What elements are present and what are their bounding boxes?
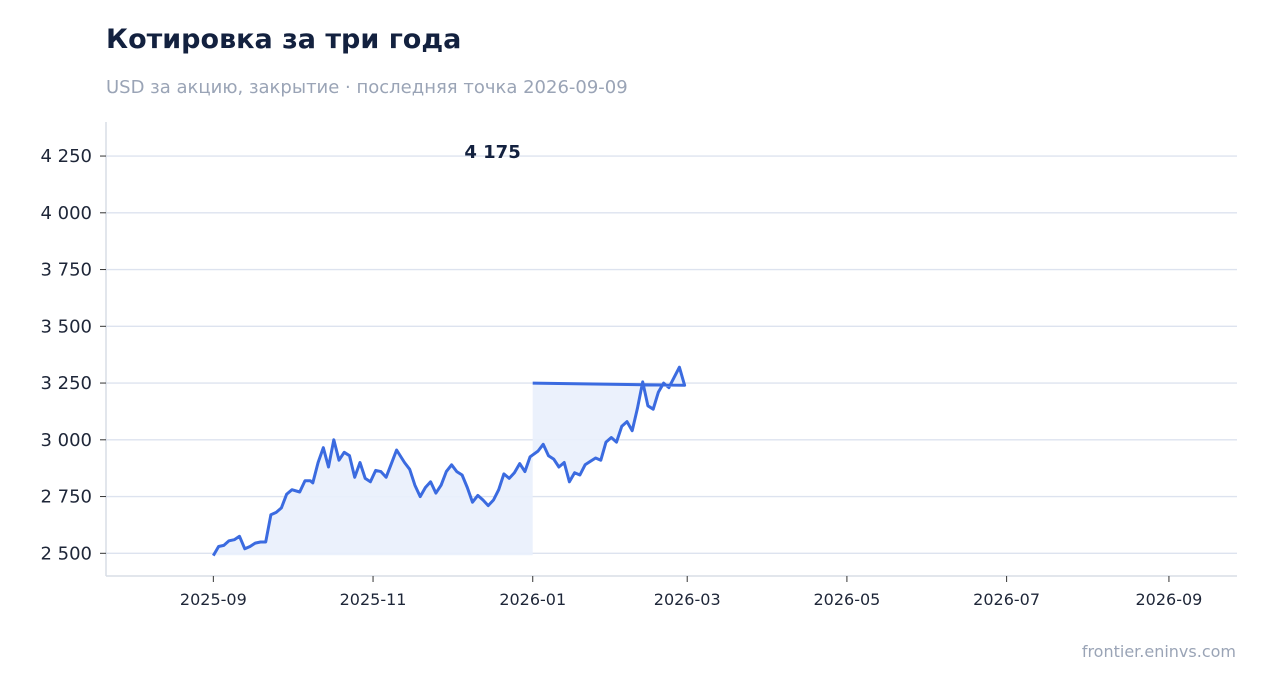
grid-lines bbox=[106, 155, 1237, 554]
page-subtitle: USD за акцию, закрытие · последняя точка… bbox=[106, 77, 628, 98]
y-tick-label: 2 750 bbox=[40, 487, 92, 508]
x-tick-label: 2026-01 bbox=[499, 590, 566, 609]
x-tick-label: 2025-11 bbox=[340, 590, 407, 609]
x-tick-label: 2026-07 bbox=[973, 590, 1040, 609]
price-area bbox=[213, 367, 685, 556]
y-tick-label: 3 250 bbox=[40, 373, 92, 394]
x-tick-label: 2026-09 bbox=[1136, 590, 1203, 609]
last-value-label: 4 175 bbox=[464, 142, 520, 163]
y-tick-label: 2 500 bbox=[40, 543, 92, 564]
y-tick-label: 4 250 bbox=[40, 146, 92, 167]
y-tick-label: 3 750 bbox=[40, 260, 92, 281]
page-title: Котировка за три года bbox=[106, 24, 462, 55]
y-tick-label: 3 000 bbox=[40, 430, 92, 451]
y-tick-label: 3 500 bbox=[40, 316, 92, 337]
price-line bbox=[212, 365, 687, 557]
x-tick-label: 2026-05 bbox=[813, 590, 880, 609]
source-footer: frontier.eninvs.com bbox=[1081, 642, 1236, 661]
x-tick-label: 2025-09 bbox=[180, 590, 247, 609]
x-tick-label: 2026-03 bbox=[654, 590, 721, 609]
x-axis-ticks: 2025-09 2025-11 2026-01 2026-03 2026-05 2026-… bbox=[180, 576, 1202, 609]
y-axis-ticks: 2 500 2 750 3 000 3 250 3 500 3 750 4 000 4 250 bbox=[40, 146, 106, 564]
y-tick-label: 4 000 bbox=[40, 203, 92, 224]
